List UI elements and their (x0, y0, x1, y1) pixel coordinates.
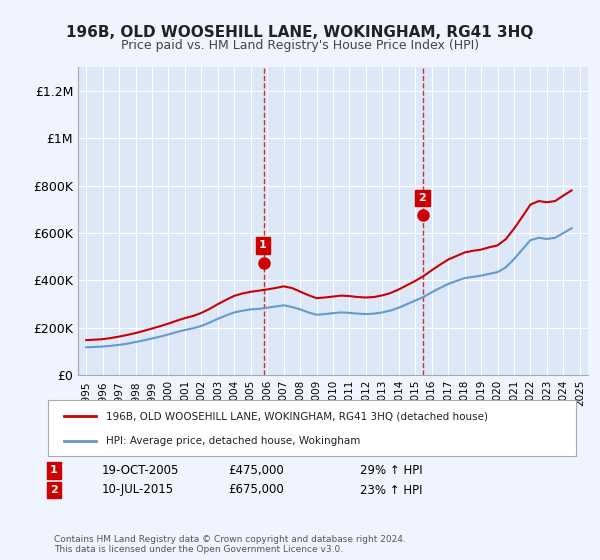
Text: 29% ↑ HPI: 29% ↑ HPI (360, 464, 422, 477)
Text: 1: 1 (50, 465, 58, 475)
Text: 2: 2 (50, 485, 58, 495)
Text: 23% ↑ HPI: 23% ↑ HPI (360, 483, 422, 497)
Text: 196B, OLD WOOSEHILL LANE, WOKINGHAM, RG41 3HQ: 196B, OLD WOOSEHILL LANE, WOKINGHAM, RG4… (67, 25, 533, 40)
Text: Price paid vs. HM Land Registry's House Price Index (HPI): Price paid vs. HM Land Registry's House … (121, 39, 479, 52)
Text: £675,000: £675,000 (228, 483, 284, 497)
Text: 19-OCT-2005: 19-OCT-2005 (102, 464, 179, 477)
Text: 1: 1 (259, 240, 267, 250)
Text: Contains HM Land Registry data © Crown copyright and database right 2024.
This d: Contains HM Land Registry data © Crown c… (54, 535, 406, 554)
Text: 2: 2 (419, 193, 426, 203)
Text: 10-JUL-2015: 10-JUL-2015 (102, 483, 174, 497)
Text: HPI: Average price, detached house, Wokingham: HPI: Average price, detached house, Woki… (106, 436, 361, 446)
Text: £475,000: £475,000 (228, 464, 284, 477)
Text: 196B, OLD WOOSEHILL LANE, WOKINGHAM, RG41 3HQ (detached house): 196B, OLD WOOSEHILL LANE, WOKINGHAM, RG4… (106, 411, 488, 421)
